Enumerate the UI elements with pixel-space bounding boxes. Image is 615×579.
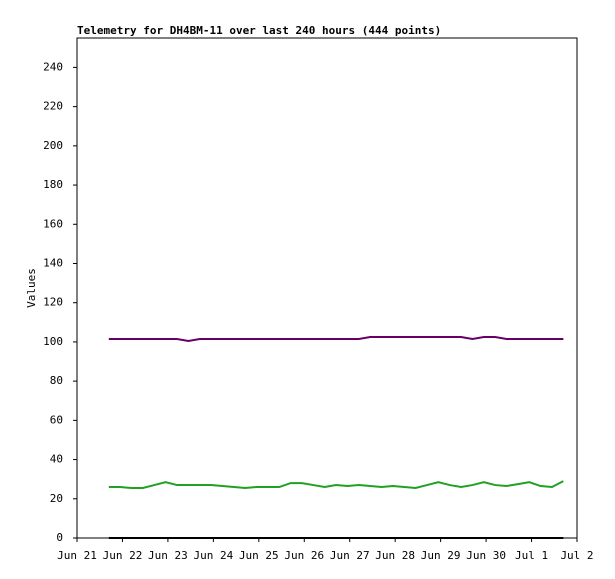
y-tick-label: 220 (43, 100, 63, 113)
x-tick-label: Jun 21 (57, 549, 97, 562)
y-tick-label: 240 (43, 60, 63, 73)
x-tick-label: Jun 26 (284, 549, 324, 562)
series-line (108, 336, 564, 342)
y-tick-label: 160 (43, 217, 63, 230)
x-tick-label: Jul 2 (560, 549, 593, 562)
x-tick-label: Jun 27 (330, 549, 370, 562)
plot-frame (76, 37, 578, 539)
x-tick-label: Jun 29 (421, 549, 461, 562)
x-tick-label: Jun 24 (193, 549, 233, 562)
y-tick-label: 20 (50, 492, 63, 505)
y-tick-label: 40 (50, 453, 63, 466)
x-tick-label: Jun 22 (103, 549, 143, 562)
x-tick-label: Jun 23 (148, 549, 188, 562)
x-tick-label: Jun 25 (239, 549, 279, 562)
y-tick-label: 200 (43, 139, 63, 152)
y-tick-label: 0 (56, 531, 63, 544)
chart-title: Telemetry for DH4BM-11 over last 240 hou… (77, 24, 441, 37)
x-tick-label: Jul 1 (515, 549, 548, 562)
series-line (108, 480, 564, 490)
y-tick-label: 100 (43, 335, 63, 348)
x-tick-label: Jun 28 (375, 549, 415, 562)
y-tick-label: 180 (43, 178, 63, 191)
x-tick-label: Jun 30 (466, 549, 506, 562)
y-tick-label: 80 (50, 374, 63, 387)
y-tick-label: 140 (43, 256, 63, 269)
y-tick-label: 60 (50, 413, 63, 426)
y-tick-label: 120 (43, 296, 63, 309)
y-axis-label: Values (25, 268, 38, 308)
